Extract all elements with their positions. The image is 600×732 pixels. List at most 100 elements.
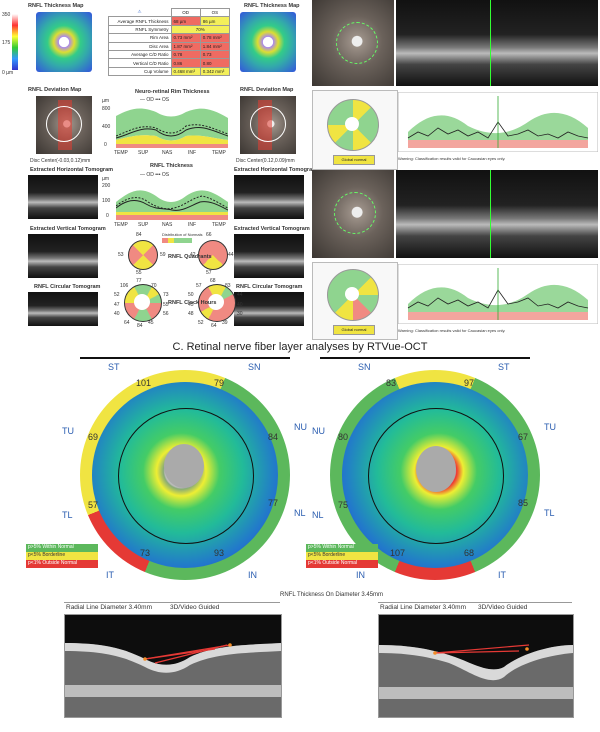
od-thickness-map bbox=[36, 12, 92, 72]
quadrant-os-left: 42 bbox=[190, 252, 196, 258]
map-left-NL: NL bbox=[294, 508, 306, 518]
params-row: Rim Area 0.73 mm² 0.78 mm² bbox=[108, 33, 231, 43]
scale-bar bbox=[12, 14, 18, 70]
params-os-value: 0.73 bbox=[199, 49, 231, 60]
clock-os-h4: 44 bbox=[237, 292, 243, 298]
bottom-center-title: RNFL Thickness On Diameter 3.45mm bbox=[280, 592, 384, 598]
params-row: Average C/D Ratio 0.78 0.73 bbox=[108, 49, 231, 60]
map-right-v-tu: 67 bbox=[518, 432, 529, 442]
quadrant-od-left: 53 bbox=[118, 252, 124, 258]
params-os-value: 0.80 bbox=[199, 58, 231, 68]
quadrant-os-top: 66 bbox=[206, 232, 212, 238]
od-deviation-map-title: RNFL Deviation Map bbox=[28, 87, 82, 93]
deviation-ring bbox=[46, 106, 82, 142]
params-od-value: 0.86 bbox=[170, 58, 201, 68]
nr-ytick-2: 0 bbox=[104, 142, 107, 148]
params-label: RNFL Symmetry bbox=[108, 24, 172, 35]
rtvue-od-chart bbox=[398, 92, 598, 152]
params-header-os: OS bbox=[199, 7, 231, 18]
rtvue-od-green bbox=[408, 112, 588, 140]
scale-top-label: 350 bbox=[2, 12, 11, 18]
caption: C. Retinal nerve fiber layer analyses by… bbox=[172, 341, 428, 353]
clock-od-h2: 106 bbox=[120, 283, 129, 289]
bottom-left-bscan-image bbox=[65, 615, 281, 717]
map-right-ST: ST bbox=[498, 362, 510, 372]
rtvue-os-warning: Warning: Classification results valid fo… bbox=[398, 328, 506, 333]
nr-ytick-0: 800 bbox=[102, 106, 111, 112]
map-left-IN: IN bbox=[248, 570, 257, 580]
nr-xtick-4: TEMP bbox=[212, 150, 226, 156]
map-left-v-sn: 79 bbox=[214, 378, 225, 388]
clock-os-h5: 40 bbox=[237, 302, 243, 308]
clock-od-h11: 47 bbox=[114, 302, 120, 308]
distribution-legend: Distribution of Normals bbox=[162, 232, 203, 237]
map-left: ST SN NU NL IN IT TL TU 101 79 84 77 93 … bbox=[47, 337, 323, 613]
rtvue-od-panel: Global normal bbox=[312, 90, 398, 170]
od-ext-v-title: Extracted Vertical Tomogram bbox=[30, 226, 106, 232]
rtvue-os-panel: Global normal bbox=[312, 262, 398, 340]
map-left-IT: IT bbox=[106, 570, 114, 580]
rnfl-ytick-2: 0 bbox=[106, 213, 109, 219]
bottom-left-marker-2 bbox=[228, 643, 232, 647]
clock-os-h9: 52 bbox=[198, 320, 204, 326]
map-right-IN: IN bbox=[356, 570, 365, 580]
bottom-right-mode: 3D/Video Guided bbox=[478, 604, 528, 611]
fundus-os-ring bbox=[334, 192, 376, 234]
od-thickness-map-title: RNFL Thickness Map bbox=[28, 3, 84, 9]
map-left-circle bbox=[118, 408, 254, 544]
clock-od-h1: 77 bbox=[136, 278, 142, 284]
bottom-left-bscan bbox=[64, 614, 282, 718]
quadrants-label: RNFL Quadrants bbox=[168, 254, 212, 260]
nr-chart-unit: µm bbox=[102, 98, 110, 104]
clock-os-h12: 50 bbox=[188, 292, 194, 298]
clock-od-h7: 45 bbox=[148, 320, 154, 326]
map-right-SN: SN bbox=[358, 362, 371, 372]
nr-chart-title: Neuro-retinal Rim Thickness bbox=[135, 89, 210, 95]
clock-os-h2: 57 bbox=[196, 283, 202, 289]
rnfl-ytick-1: 100 bbox=[102, 198, 111, 204]
rnfl-chart-title: RNFL Thickness bbox=[150, 163, 193, 169]
rtvue-os-button[interactable]: Global normal bbox=[333, 325, 375, 335]
map-left-v-in: 93 bbox=[214, 548, 225, 558]
rnfl-chart-legend: — OD ••• OS bbox=[140, 172, 170, 178]
os-thickness-map-title: RNFL Thickness Map bbox=[244, 3, 300, 9]
nr-xtick-0: TEMP bbox=[114, 150, 128, 156]
nr-yellow-band bbox=[116, 135, 228, 144]
params-label: Vertical C/D Ratio bbox=[108, 58, 172, 68]
params-row: RNFL Symmetry 70% bbox=[108, 24, 230, 35]
map-right-v-st: 97 bbox=[464, 378, 475, 388]
map-right-circle bbox=[368, 408, 504, 544]
map-right-v-in: 107 bbox=[390, 548, 406, 558]
clock-od-center bbox=[134, 294, 150, 310]
quadrant-od-right: 59 bbox=[160, 252, 166, 258]
bottom-left-retina bbox=[65, 643, 281, 717]
map-left-v-tu: 69 bbox=[88, 432, 99, 442]
od-ext-v-tomogram bbox=[28, 234, 98, 278]
params-label: Average RNFL Thickness bbox=[108, 16, 172, 26]
rtvue-od-pie-center bbox=[345, 117, 359, 131]
params-header-blank: ⚠ bbox=[137, 9, 142, 15]
os-deviation-map-title: RNFL Deviation Map bbox=[240, 87, 294, 93]
os-deviation-map bbox=[240, 96, 296, 154]
rnfl-os-line bbox=[116, 195, 228, 210]
map-right-NU: NU bbox=[312, 426, 325, 436]
clock-os-h3: 83 bbox=[225, 283, 231, 289]
os-thickness-map bbox=[240, 12, 296, 72]
map-right-legend: p>5% Within Normal p<5% Borderline p<1% … bbox=[306, 544, 378, 568]
rtvue-od-button[interactable]: Global normal bbox=[333, 155, 375, 165]
bottom-left-mode: 3D/Video Guided bbox=[170, 604, 220, 611]
rtvue-od-warning: Warning: Classification results valid fo… bbox=[398, 156, 506, 161]
map-right-v-tl: 85 bbox=[518, 498, 529, 508]
quadrant-os-right: 44 bbox=[228, 252, 234, 258]
rnfl-xtick-2: NAS bbox=[162, 222, 173, 228]
params-os-value: 0.342 mm³ bbox=[199, 66, 231, 77]
bscan-od-cursor bbox=[490, 0, 491, 86]
params-os-value: 1.84 mm² bbox=[199, 41, 231, 51]
rnfl-green-band bbox=[116, 190, 228, 212]
nr-red-band bbox=[116, 144, 228, 148]
bottom-left-rnfl bbox=[65, 643, 281, 673]
rtvue-os-pie-center bbox=[345, 287, 359, 301]
bottom-left-line bbox=[64, 602, 280, 603]
map-left-TL: TL bbox=[62, 510, 73, 520]
os-deviation-ring bbox=[250, 106, 286, 142]
